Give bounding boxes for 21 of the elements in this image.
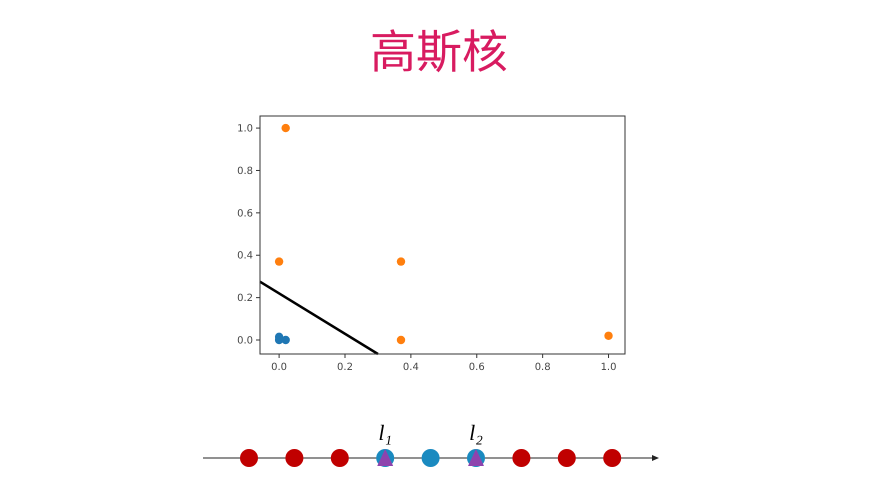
y-tick-label: 0.0 [237, 336, 253, 347]
point [396, 257, 406, 266]
chart-title: 高斯核 [370, 16, 508, 82]
point [604, 332, 613, 340]
text: l₁ [378, 420, 392, 445]
point [274, 257, 284, 266]
x-tick-label: 1.0 [600, 362, 616, 373]
y-tick-label: 0.4 [237, 250, 253, 262]
x-tick-label: 0.4 [402, 362, 419, 373]
point [396, 336, 406, 344]
x-tick-label: 0.2 [337, 362, 353, 373]
x-tick-label: 0.0 [271, 362, 288, 373]
y-tick-label: 0.8 [237, 166, 253, 177]
point [281, 124, 290, 132]
y-tick-label: 0.2 [237, 293, 253, 304]
text: l₂ [469, 420, 484, 445]
y-tick-label: 1.0 [237, 124, 253, 135]
x-tick-label: 0.6 [468, 362, 485, 373]
x-tick-label: 0.8 [534, 362, 551, 373]
y-tick-label: 0.6 [237, 208, 253, 220]
point [281, 336, 290, 344]
